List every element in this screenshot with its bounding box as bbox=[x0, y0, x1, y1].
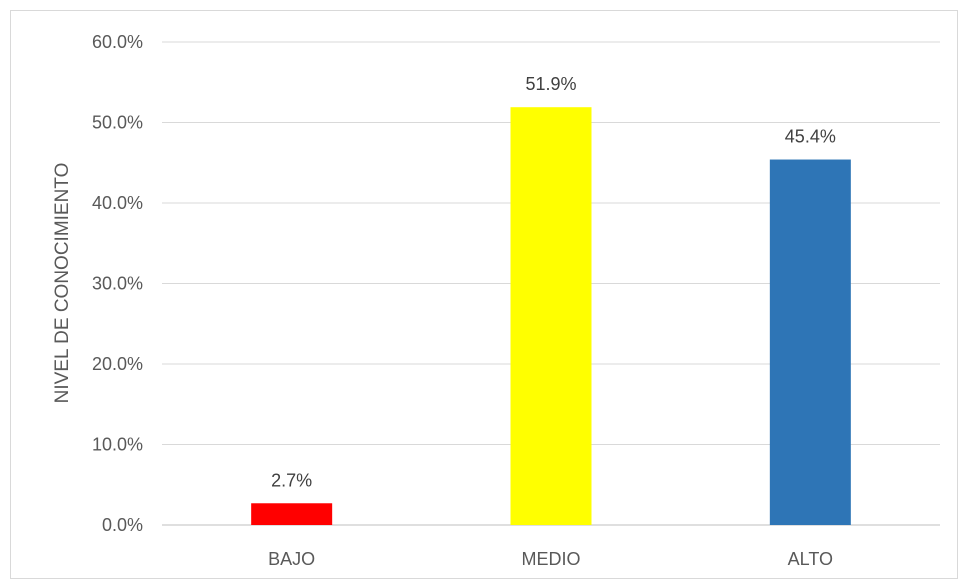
x-tick-label: BAJO bbox=[268, 549, 315, 569]
y-tick-label: 50.0% bbox=[92, 113, 143, 133]
y-tick-label: 60.0% bbox=[92, 32, 143, 52]
y-tick-label: 10.0% bbox=[92, 435, 143, 455]
data-label: 45.4% bbox=[785, 127, 836, 147]
bar-medio bbox=[510, 107, 592, 525]
data-label: 51.9% bbox=[525, 74, 576, 94]
bar-bajo bbox=[251, 503, 333, 525]
bar-alto bbox=[769, 159, 851, 525]
y-tick-label: 30.0% bbox=[92, 274, 143, 294]
y-tick-label: 40.0% bbox=[92, 193, 143, 213]
y-tick-label: 20.0% bbox=[92, 354, 143, 374]
x-tick-label: ALTO bbox=[788, 549, 833, 569]
data-label: 2.7% bbox=[271, 470, 312, 490]
y-axis-label: NIVEL DE CONOCIMIENTO bbox=[52, 163, 73, 404]
y-tick-label: 0.0% bbox=[102, 515, 143, 535]
x-tick-label: MEDIO bbox=[521, 549, 580, 569]
